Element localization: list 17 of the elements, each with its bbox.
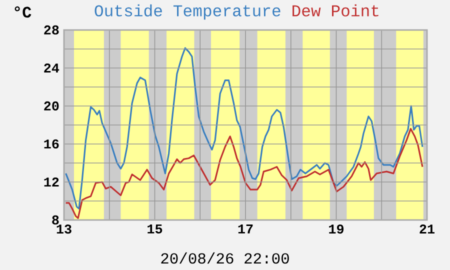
y-tick-label: 16 xyxy=(44,139,59,149)
x-tick-label: 17 xyxy=(238,224,253,234)
text: Dew Point xyxy=(292,4,378,16)
y-tick-label: 28 xyxy=(44,25,59,35)
line-series xyxy=(65,128,424,219)
x-tick-label: 13 xyxy=(56,224,72,234)
y-tick-label: 8 xyxy=(52,215,59,225)
y-tick-label: 20 xyxy=(44,101,59,111)
y-tick-label: 12 xyxy=(44,178,59,186)
y-tick-label: 24 xyxy=(44,64,60,72)
x-tick-label: 15 xyxy=(148,224,162,234)
line-series xyxy=(65,47,424,210)
text: Outside Temperature xyxy=(94,4,280,20)
text: 20/08/26 22:00 xyxy=(161,252,289,264)
y-axis-title: °C xyxy=(14,6,32,18)
x-tick-label: 21 xyxy=(420,224,434,234)
x-tick-label: 19 xyxy=(329,224,344,234)
